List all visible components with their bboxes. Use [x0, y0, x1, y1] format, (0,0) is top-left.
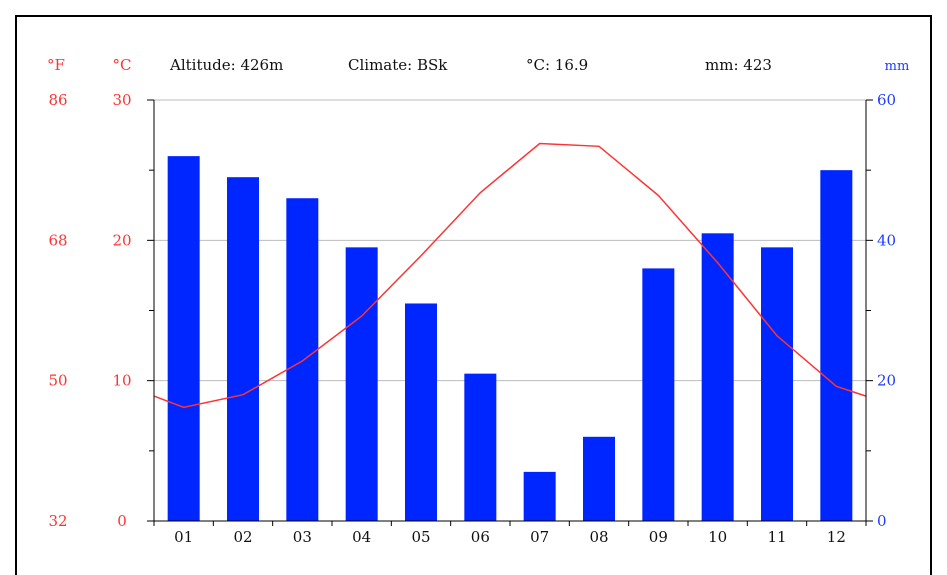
fahrenheit-tick-label: 32 [48, 512, 67, 530]
month-label: 04 [352, 528, 371, 546]
precipitation-bar [405, 303, 437, 521]
precipitation-bar [464, 373, 497, 521]
grid-lines [154, 99, 866, 382]
precipitation-bars [167, 156, 853, 522]
fahrenheit-tick-label: 68 [48, 231, 67, 249]
month-label: 09 [649, 528, 668, 546]
fahrenheit-tick-label: 50 [48, 372, 67, 390]
altitude-label: Altitude: 426m [169, 56, 283, 74]
mm-tick-label: 40 [877, 231, 896, 249]
fahrenheit-tick-label: 86 [48, 91, 67, 109]
precipitation-bar [345, 247, 378, 521]
precipitation-bar [642, 268, 675, 521]
climate-label: Climate: BSk [348, 56, 448, 74]
precipitation-bar [227, 177, 259, 521]
mm-tick-label: 20 [877, 372, 896, 390]
month-label: 10 [708, 528, 727, 546]
celsius-tick-label: 10 [112, 372, 131, 390]
axes [147, 99, 873, 526]
month-label: 11 [767, 528, 786, 546]
total-precipitation-label: mm: 423 [705, 56, 772, 74]
celsius-tick-label: 30 [112, 91, 131, 109]
precipitation-bar [701, 233, 734, 522]
axis-labels: 0 32 0 10 50 20 20 68 40 30 86 60 01 02 03 04 05 06 07 08 09… [48, 91, 896, 546]
precipitation-bar [820, 170, 853, 521]
month-label: 03 [293, 528, 312, 546]
month-label: 02 [233, 528, 252, 546]
celsius-tick-label: 0 [117, 512, 127, 530]
mm-tick-label: 60 [877, 91, 896, 109]
month-label: 12 [827, 528, 846, 546]
temperature-line-path [153, 142, 867, 409]
mean-temperature-label: °C: 16.9 [526, 56, 588, 74]
precipitation-bar [167, 156, 200, 521]
precipitation-bar [761, 247, 793, 521]
month-label: 05 [411, 528, 430, 546]
mm-tick-label: 0 [877, 512, 887, 530]
celsius-tick-label: 20 [112, 231, 131, 249]
mm-unit-label: mm [885, 59, 910, 74]
celsius-unit-label: °C [113, 56, 132, 74]
fahrenheit-unit-label: °F [47, 56, 65, 74]
temperature-line [153, 142, 867, 409]
precipitation-bar [583, 436, 615, 521]
month-label: 01 [174, 528, 193, 546]
month-label: 07 [530, 528, 549, 546]
precipitation-bar [286, 198, 319, 521]
month-label: 06 [471, 528, 490, 546]
month-label: 08 [589, 528, 608, 546]
precipitation-bar [523, 471, 556, 521]
